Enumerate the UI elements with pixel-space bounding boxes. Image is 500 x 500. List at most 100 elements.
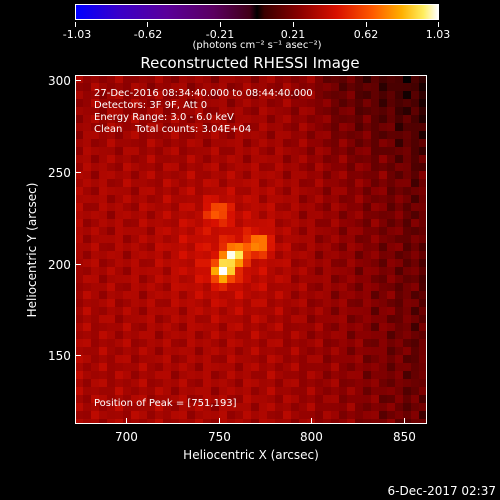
image-pixel: [387, 323, 395, 331]
image-pixel: [99, 307, 107, 315]
image-pixel: [243, 283, 251, 291]
image-pixel: [235, 347, 243, 355]
image-pixel: [387, 131, 395, 139]
image-pixel: [75, 395, 83, 403]
image-pixel: [203, 363, 211, 371]
image-pixel: [395, 315, 403, 323]
image-pixel: [131, 299, 139, 307]
image-pixel: [283, 147, 291, 155]
image-pixel: [75, 139, 83, 147]
image-pixel: [387, 139, 395, 147]
image-pixel: [227, 371, 235, 379]
colorbar-tick: [293, 22, 294, 27]
image-pixel: [419, 403, 427, 411]
image-pixel: [227, 315, 235, 323]
image-pixel: [259, 403, 267, 411]
image-pixel: [387, 163, 395, 171]
image-pixel: [355, 363, 363, 371]
image-pixel: [379, 355, 387, 363]
image-pixel: [371, 91, 379, 99]
image-pixel: [411, 171, 419, 179]
image-pixel: [195, 315, 203, 323]
colorbar-tick: [438, 22, 439, 27]
image-pixel: [331, 235, 339, 243]
image-pixel: [275, 403, 283, 411]
image-pixel: [211, 219, 219, 227]
image-pixel: [259, 307, 267, 315]
image-pixel: [179, 283, 187, 291]
image-pixel: [179, 267, 187, 275]
image-pixel: [203, 371, 211, 379]
image-pixel: [291, 395, 299, 403]
image-pixel: [123, 139, 131, 147]
image-pixel: [219, 195, 227, 203]
image-pixel: [99, 219, 107, 227]
image-pixel: [323, 203, 331, 211]
image-pixel: [259, 123, 267, 131]
image-pixel: [283, 195, 291, 203]
image-pixel: [331, 323, 339, 331]
image-pixel: [339, 187, 347, 195]
image-pixel: [251, 235, 259, 243]
image-pixel: [315, 299, 323, 307]
image-pixel: [147, 363, 155, 371]
image-pixel: [123, 163, 131, 171]
image-pixel: [211, 347, 219, 355]
image-pixel: [139, 331, 147, 339]
image-pixel: [139, 83, 147, 91]
detectors-annotation: Detectors: 3F 9F, Att 0: [94, 100, 208, 111]
image-pixel: [99, 195, 107, 203]
image-pixel: [179, 275, 187, 283]
image-pixel: [291, 147, 299, 155]
image-pixel: [91, 299, 99, 307]
image-pixel: [275, 107, 283, 115]
image-pixel: [259, 387, 267, 395]
image-pixel: [131, 123, 139, 131]
image-pixel: [323, 91, 331, 99]
image-pixel: [235, 291, 243, 299]
image-pixel: [283, 419, 291, 424]
image-pixel: [283, 403, 291, 411]
image-pixel: [195, 171, 203, 179]
image-pixel: [211, 179, 219, 187]
image-pixel: [211, 243, 219, 251]
image-pixel: [331, 155, 339, 163]
image-pixel: [75, 219, 83, 227]
image-pixel: [107, 291, 115, 299]
image-pixel: [147, 259, 155, 267]
image-pixel: [75, 299, 83, 307]
image-pixel: [115, 219, 123, 227]
image-pixel: [211, 363, 219, 371]
image-pixel: [219, 291, 227, 299]
image-pixel: [187, 75, 195, 83]
image-pixel: [275, 267, 283, 275]
image-pixel: [307, 115, 315, 123]
image-pixel: [235, 323, 243, 331]
image-pixel: [395, 275, 403, 283]
x-tick: [126, 418, 127, 424]
image-pixel: [139, 307, 147, 315]
image-pixel: [411, 203, 419, 211]
image-pixel: [123, 395, 131, 403]
image-pixel: [83, 235, 91, 243]
image-pixel: [267, 259, 275, 267]
image-pixel: [355, 99, 363, 107]
image-pixel: [403, 267, 411, 275]
image-pixel: [123, 243, 131, 251]
image-pixel: [155, 395, 163, 403]
image-pixel: [339, 203, 347, 211]
image-pixel: [83, 299, 91, 307]
image-pixel: [139, 339, 147, 347]
image-pixel: [283, 99, 291, 107]
image-pixel: [163, 75, 171, 83]
image-pixel: [395, 211, 403, 219]
image-pixel: [275, 99, 283, 107]
image-pixel: [339, 219, 347, 227]
image-pixel: [323, 251, 331, 259]
image-pixel: [323, 275, 331, 283]
image-pixel: [267, 387, 275, 395]
image-pixel: [219, 331, 227, 339]
image-pixel: [83, 371, 91, 379]
image-pixel: [291, 195, 299, 203]
image-pixel: [155, 107, 163, 115]
